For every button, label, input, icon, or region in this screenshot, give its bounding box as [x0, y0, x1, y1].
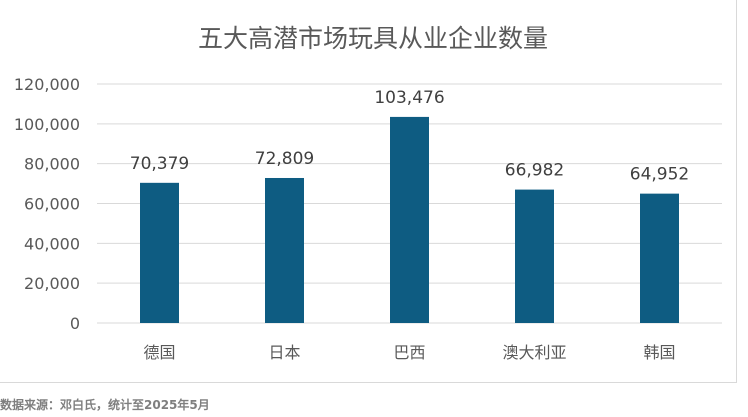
x-tick-label: 澳大利亚	[502, 343, 566, 362]
y-tick-label: 120,000	[14, 75, 80, 94]
bar	[140, 182, 179, 323]
data-label: 66,982	[505, 161, 564, 181]
y-tick-label: 100,000	[14, 115, 80, 134]
data-label: 70,379	[130, 154, 189, 174]
y-tick-label: 20,000	[24, 274, 80, 293]
y-tick-label: 60,000	[24, 195, 80, 214]
bar	[390, 116, 429, 323]
bar-chart: 五大高潜市场玩具从业企业数量 0 20,000 40,000 60,000 80,000…	[14, 24, 722, 362]
bar	[640, 193, 679, 323]
data-label: 103,476	[374, 88, 444, 108]
y-tick-label: 40,000	[24, 234, 80, 253]
x-tick-label: 巴西	[393, 343, 425, 362]
x-tick-label: 韩国	[643, 343, 675, 362]
y-tick-label: 80,000	[24, 155, 80, 174]
x-tick-label: 德国	[143, 343, 175, 362]
data-label: 72,809	[255, 149, 314, 169]
data-labels: 70,379 72,809 103,476 66,982 64,952	[130, 88, 689, 185]
bars	[140, 116, 679, 323]
source-note: 数据来源：邓白氏，统计至2025年5月	[0, 398, 210, 412]
bar	[515, 189, 554, 323]
chart-title: 五大高潜市场玩具从业企业数量	[198, 24, 548, 53]
chart-frame	[0, 0, 737, 383]
x-axis-ticks: 德国 日本 巴西 澳大利亚 韩国	[143, 343, 675, 362]
data-label: 64,952	[630, 165, 689, 185]
y-axis-ticks: 0 20,000 40,000 60,000 80,000 100,000 120,000	[14, 75, 80, 333]
x-tick-label: 日本	[268, 343, 300, 362]
bar	[265, 177, 304, 323]
y-tick-label: 0	[70, 314, 80, 333]
